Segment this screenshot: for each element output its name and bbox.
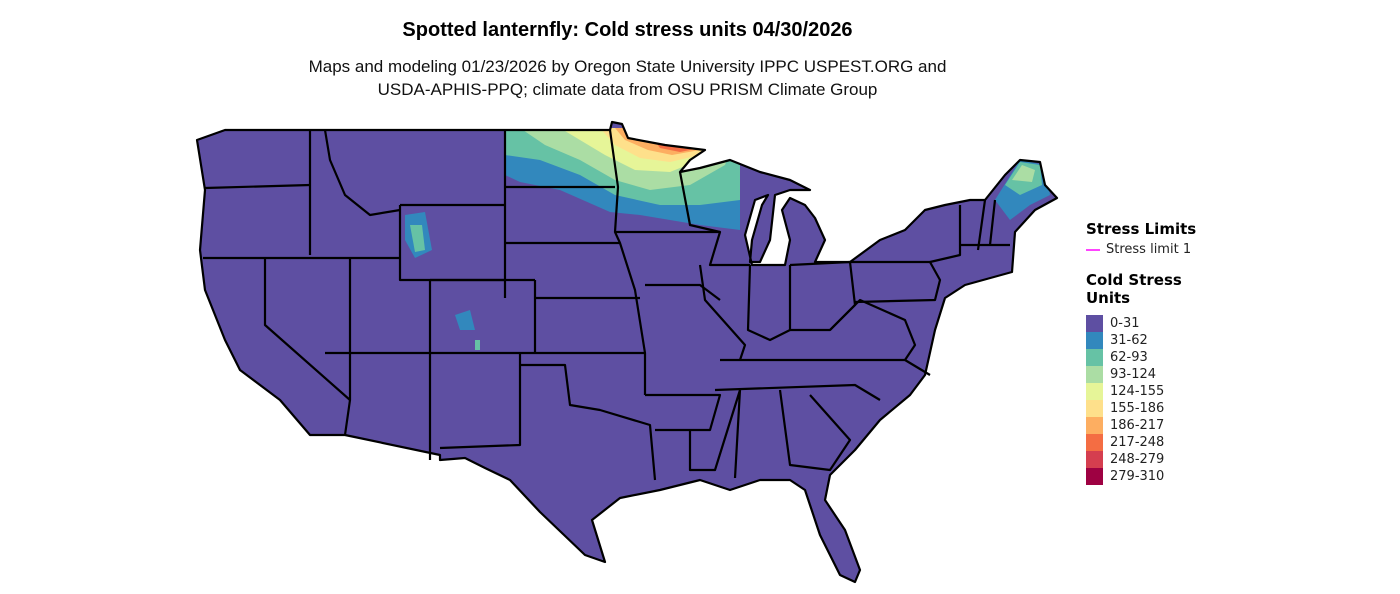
legend-bin-label: 217-248 [1110, 435, 1165, 450]
stress-limits-title: Stress Limits [1086, 220, 1197, 238]
border-new-england [929, 199, 1010, 264]
legend-bin: 279-310 [1086, 468, 1196, 485]
legend-bins: 0-31 31-62 62-93 93-124 124-155 155-186 186-21… [1086, 315, 1196, 485]
legend-bin-label: 93-124 [1110, 367, 1157, 382]
border-nm-tx [439, 353, 522, 450]
legend-bin: 124-155 [1086, 383, 1196, 400]
legend-swatch [1086, 349, 1103, 366]
legend-bin-label: 124-155 [1110, 384, 1165, 399]
legend-swatch [1086, 417, 1103, 434]
legend-bin: 93-124 [1086, 366, 1196, 383]
legend-bin-label: 31-62 [1110, 333, 1148, 348]
border-tx-ok-la [520, 363, 657, 481]
legend-swatch [1086, 366, 1103, 383]
legend-bin-label: 279-310 [1110, 469, 1165, 484]
legend-bin: 186-217 [1086, 417, 1196, 434]
border-ar [645, 393, 722, 432]
legend-bin: 31-62 [1086, 332, 1196, 349]
map-title: Spotted lanternfly: Cold stress units 04… [402, 19, 853, 41]
border-nv-ut-az [343, 258, 352, 436]
legend-bin-label: 62-93 [1110, 350, 1148, 365]
legend-swatch [1086, 315, 1103, 332]
legend-bin: 217-248 [1086, 434, 1196, 451]
border-wi-il [678, 171, 750, 267]
legend-swatch [1086, 451, 1103, 468]
stress-limit-entry: Stress limit 1 [1086, 242, 1196, 257]
legend-swatch [1086, 434, 1103, 451]
state-borders [195, 120, 1059, 584]
zone-62-93-wyoming [410, 225, 425, 252]
legend-bin-label: 155-186 [1110, 401, 1165, 416]
stress-limit-line-swatch [1086, 248, 1100, 251]
legend-bin: 248-279 [1086, 451, 1196, 468]
border-ca-nv [263, 258, 351, 401]
zone-93-124-maine [1012, 165, 1035, 182]
border-mo-il [698, 264, 747, 361]
border-id-mt [323, 129, 401, 217]
units-title: Cold Stress Units [1086, 271, 1196, 307]
us-map [195, 120, 1059, 584]
stress-limit-label: Stress limit 1 [1106, 242, 1192, 257]
legend-bin-label: 0-31 [1110, 316, 1140, 331]
border-wa-or [204, 183, 311, 190]
legend-bin: 155-186 [1086, 400, 1196, 417]
units-title-line-2: Units [1086, 289, 1131, 307]
legend-bin-label: 248-279 [1110, 452, 1165, 467]
border-tn-south [714, 383, 881, 401]
subtitle-line-2: USDA-APHIS-PPQ; climate data from OSU PR… [377, 80, 878, 99]
border-pa [850, 260, 942, 304]
zone-31-62-colorado [455, 310, 475, 330]
subtitle-line-1: Maps and modeling 01/23/2026 by Oregon S… [308, 57, 947, 76]
legend-bin-label: 186-217 [1110, 418, 1165, 433]
legend-swatch [1086, 400, 1103, 417]
legend: Stress Limits Stress limit 1 Cold Stress… [1086, 220, 1196, 485]
legend-bin: 0-31 [1086, 315, 1196, 332]
zone-62-93-colorado [475, 340, 480, 350]
border-ia-mo [645, 283, 721, 301]
units-title-line-1: Cold Stress [1086, 271, 1182, 289]
legend-swatch [1086, 332, 1103, 349]
border-il-in-oh [746, 264, 792, 342]
border-mn-ia-mo-west [608, 129, 647, 395]
legend-swatch [1086, 383, 1103, 400]
border-wv-va [829, 298, 917, 361]
legend-bin: 62-93 [1086, 349, 1196, 366]
border-deep-south [688, 388, 852, 479]
legend-swatch [1086, 468, 1103, 485]
map-subtitle: Maps and modeling 01/23/2026 by Oregon S… [0, 55, 1255, 101]
